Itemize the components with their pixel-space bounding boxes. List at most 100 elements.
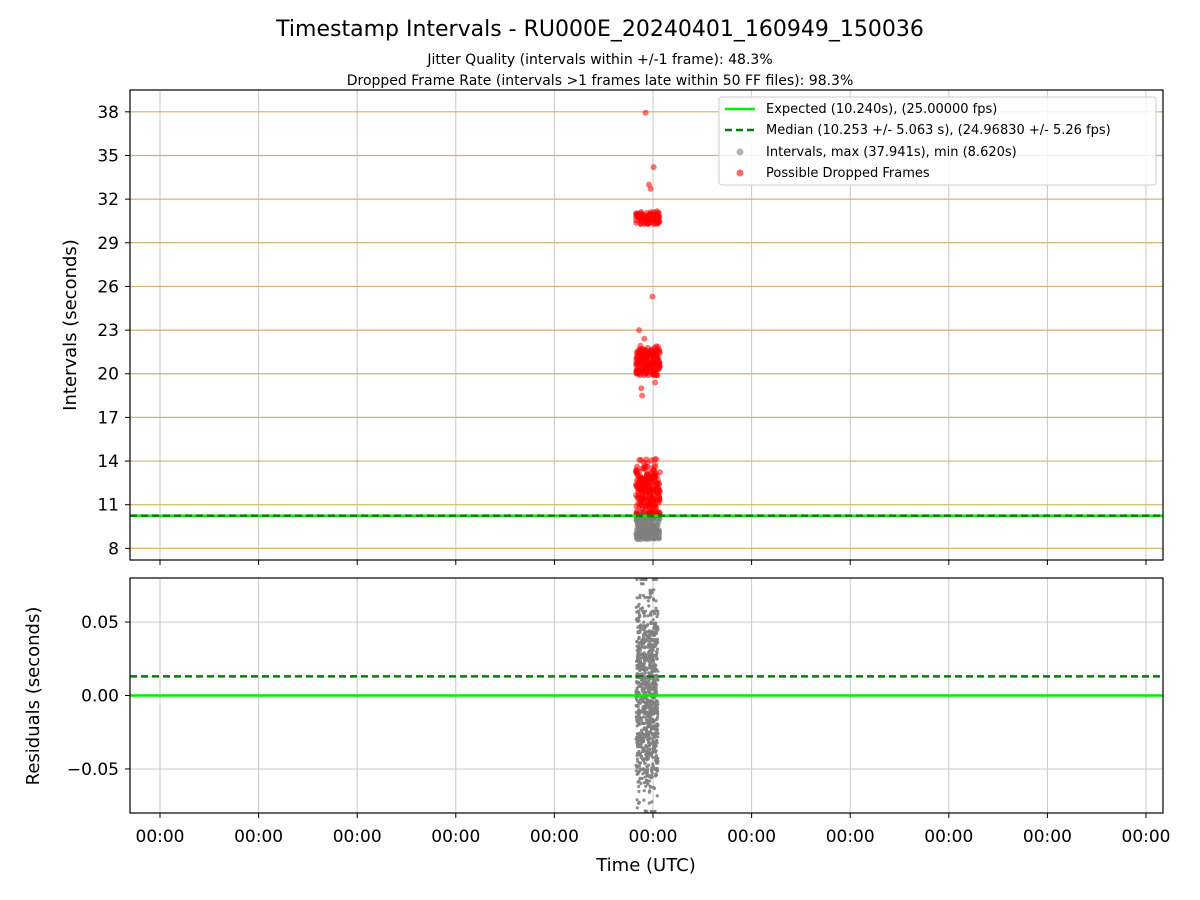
residual-point (648, 707, 652, 711)
residual-point (647, 790, 651, 794)
residual-point (634, 659, 639, 663)
dropped-frame-point (648, 457, 655, 464)
intervals-x-ticks (159, 560, 1147, 565)
residual-point (645, 781, 649, 785)
intervals-y-tick-label: 23 (97, 321, 119, 341)
legend: Expected (10.240s), (25.00000 fps) Media… (718, 96, 1157, 186)
dropped-frame-point (640, 365, 646, 372)
intervals-y-ticks: 8 11 14 17 20 23 26 29 32 35 38 (97, 103, 130, 559)
interval-point (636, 518, 643, 525)
residual-point (645, 624, 649, 628)
residual-point (642, 707, 646, 711)
residual-point (654, 653, 659, 657)
residual-point (637, 635, 641, 639)
dropped-frame-point (634, 371, 641, 378)
x-tick-label: 00:00 (333, 827, 382, 847)
residual-point (639, 663, 643, 667)
dropped-frame-point (633, 362, 640, 369)
residual-point (637, 722, 641, 727)
residual-point (635, 719, 639, 723)
x-tick-label: 00:00 (629, 827, 678, 847)
residual-point (644, 691, 648, 695)
dropped-frame-point (638, 385, 645, 392)
dropped-frame-point (641, 335, 648, 342)
residual-point (635, 648, 639, 652)
residual-point (643, 671, 647, 675)
residual-point (648, 588, 652, 593)
residual-point (647, 650, 651, 654)
residual-point (648, 712, 652, 716)
residual-point (639, 684, 643, 688)
residual-point (636, 663, 640, 667)
residual-point (645, 778, 649, 783)
residual-point (637, 764, 642, 768)
residual-point (649, 785, 653, 789)
residual-point (647, 604, 651, 608)
dropped-frame-point (636, 327, 643, 334)
residual-point (648, 677, 652, 681)
residual-point (650, 772, 654, 776)
dropped-frame-point (633, 219, 640, 226)
residual-point (653, 731, 657, 735)
residual-point (645, 634, 649, 638)
residual-point (643, 728, 647, 732)
intervals-panel: 8 11 14 17 20 23 26 29 32 35 38 Intervals (seconds… (60, 89, 1164, 565)
residual-point (635, 639, 639, 644)
residual-point (650, 769, 654, 773)
residual-point (641, 654, 645, 658)
residual-point (635, 798, 639, 802)
residual-point (652, 577, 656, 582)
residual-point (641, 667, 645, 671)
residual-point (647, 630, 651, 634)
residuals-points (634, 577, 660, 814)
residual-point (656, 724, 660, 728)
residual-point (655, 674, 659, 678)
residual-point (642, 789, 646, 793)
residual-point (655, 640, 659, 644)
residual-point (656, 735, 660, 739)
residual-point (639, 577, 643, 582)
residual-point (648, 665, 652, 669)
residual-point (643, 735, 647, 739)
residual-point (641, 772, 645, 776)
dropped-frame-point (643, 368, 650, 375)
intervals-y-tick-label: 8 (108, 539, 119, 559)
x-tick-label: 00:00 (234, 827, 283, 847)
residual-point (651, 733, 655, 737)
legend-dropped-swatch (736, 169, 744, 177)
residual-point (638, 667, 642, 671)
residual-point (637, 733, 641, 737)
residual-point (646, 686, 650, 690)
residual-point (640, 606, 645, 610)
dropped-frame-point (639, 392, 646, 399)
x-tick-label: 00:00 (431, 827, 480, 847)
residual-point (638, 753, 642, 757)
residual-point (637, 630, 641, 634)
interval-point (634, 534, 641, 541)
residual-point (655, 766, 659, 771)
dropped-frame-point (655, 487, 662, 494)
residual-point (655, 615, 659, 619)
residual-point (649, 727, 654, 731)
residual-point (639, 781, 643, 786)
residual-point (642, 798, 646, 802)
dropped-frame-point (645, 220, 652, 227)
residual-point (650, 800, 654, 804)
residual-point (635, 616, 639, 621)
residual-point (643, 711, 648, 715)
dropped-frame-point (638, 477, 645, 484)
residual-point (652, 736, 656, 740)
residual-point (637, 602, 641, 606)
residual-point (652, 707, 657, 711)
residual-point (638, 624, 642, 628)
intervals-y-tick-label: 17 (97, 408, 119, 428)
residual-point (655, 769, 660, 773)
residual-point (655, 629, 659, 633)
residual-point (656, 731, 660, 736)
intervals-y-tick-label: 14 (97, 452, 119, 472)
residual-point (652, 668, 656, 672)
residual-point (637, 656, 642, 660)
residual-point (645, 770, 649, 774)
residual-point (651, 739, 655, 744)
residual-point (655, 657, 659, 661)
